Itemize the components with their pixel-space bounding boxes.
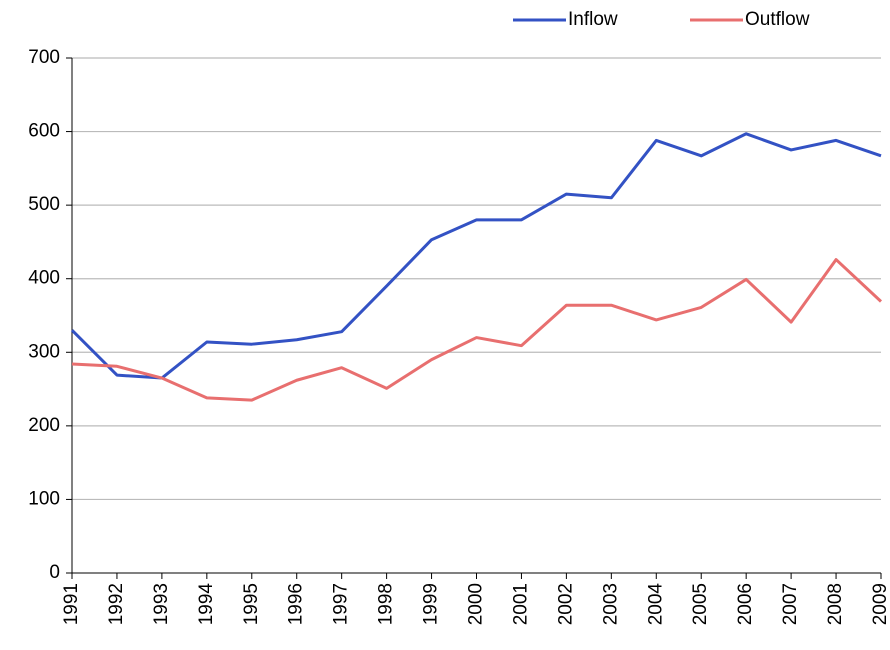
y-tick-label: 700	[28, 47, 60, 68]
y-tick-label: 100	[28, 488, 60, 509]
x-tick-label: 2007	[780, 583, 801, 625]
x-tick-label: 2008	[825, 583, 846, 625]
x-tick-label: 1994	[196, 583, 217, 626]
series-line	[71, 258, 883, 402]
x-tick-label: 1996	[286, 583, 307, 625]
x-tick-label: 2005	[690, 583, 711, 625]
y-tick-label: 400	[28, 268, 60, 289]
series-line	[70, 132, 882, 380]
y-tick-label: 600	[28, 121, 60, 142]
x-tick-label: 2004	[645, 583, 666, 626]
y-tick-label: 300	[28, 341, 60, 362]
x-tick-label: 1991	[61, 583, 82, 625]
x-tick-label: 2006	[735, 583, 756, 625]
y-tick-label: 0	[49, 562, 60, 583]
x-tick-label: 2003	[600, 583, 621, 625]
x-tick-label: 1998	[376, 583, 397, 625]
x-tick-label: 1993	[151, 583, 172, 625]
x-tick-label: 1997	[331, 583, 352, 625]
x-tick-label: 1992	[106, 583, 127, 625]
y-tick-label: 200	[28, 415, 60, 436]
x-tick-label: 1995	[241, 583, 262, 625]
x-tick-label: 2000	[466, 583, 487, 625]
x-tick-label: 2009	[870, 583, 890, 625]
y-tick-label: 500	[28, 194, 60, 215]
x-tick-label: 1999	[421, 583, 442, 625]
legend-label: Inflow	[568, 9, 618, 30]
x-tick-label: 2002	[555, 583, 576, 625]
legend-label: Outflow	[745, 9, 810, 30]
x-tick-label: 2001	[510, 583, 531, 625]
